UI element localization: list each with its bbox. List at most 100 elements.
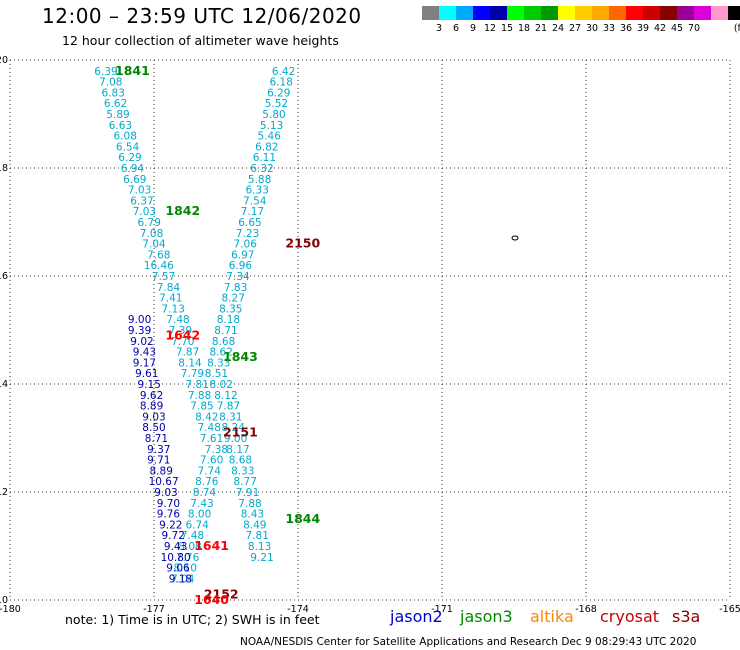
swh-value: 5.80 [262,109,285,121]
pass-time-label: 1640 [194,592,229,607]
swh-value: 9.03 [154,487,177,499]
swh-value: 9.17 [133,357,156,369]
swh-value: 9.06 [166,563,190,575]
swh-value: 7.79 [181,368,204,380]
swh-value: 7.41 [159,293,182,305]
scale-label: 9 [469,23,477,34]
swh-value: 8.12 [214,390,237,402]
chart-title: 12:00 – 23:59 UTC 12/06/2020 [42,4,362,28]
scale-label: 39 [636,23,650,34]
pass-time-label: 1642 [165,327,200,342]
swh-value: 7.88 [188,390,211,402]
swh-value: 8.71 [214,325,237,337]
scale-swatch [643,6,660,20]
swh-value: 9.03 [142,411,165,423]
swh-value: 7.04 [142,239,166,251]
swh-value: 8.77 [234,476,257,488]
scale-swatch [592,6,609,20]
swh-value: 7.68 [147,249,170,261]
scale-label: 45 [670,23,684,34]
scale-swatch [660,6,677,20]
swh-value: 6.54 [116,141,140,153]
scale-swatch [711,6,728,20]
scale-swatch [541,6,558,20]
swh-value: 6.32 [250,163,273,175]
swh-value: 8.18 [217,314,240,326]
swh-value: 7.87 [176,347,199,359]
scale-swatch [439,6,456,20]
swh-value: 7.08 [140,228,163,240]
pass-time-label: 2151 [223,425,258,440]
swh-value: 8.50 [142,422,165,434]
swh-value: 7.70 [171,336,194,348]
swh-value: 7.38 [205,444,228,456]
scale-swatch [626,6,643,20]
swh-value: 7.61 [200,433,223,445]
pass-time-label: 1843 [223,349,258,364]
scale-label: 12 [483,23,497,34]
y-tick-label: 10 [0,595,8,606]
swh-value: 8.08 [178,541,201,553]
swh-value: 9.72 [162,530,185,542]
pass-time-label: 1844 [285,511,320,526]
swh-value: 7.17 [241,206,264,218]
swh-value: 8.68 [229,455,252,467]
swh-value: 6.82 [255,141,278,153]
swh-value: 8.14 [178,357,202,369]
swh-value: 7.08 [99,77,122,89]
swh-value: 8.43 [241,509,264,521]
swh-value: 9.43 [164,541,187,553]
swh-value: 10.67 [149,476,179,488]
swh-value: 5.13 [260,120,283,132]
scale-swatch [728,6,740,20]
swh-value: 7.39 [169,325,192,337]
swh-value: 8.31 [219,411,242,423]
swh-value: 6.74 [186,519,210,531]
scale-label: 30 [585,23,599,34]
y-tick-label: 18 [0,163,8,174]
swh-value: 8.24 [222,422,246,434]
scale-label: 27 [568,23,582,34]
footnote: note: 1) Time is in UTC; 2) SWH is in fe… [65,612,320,627]
swh-value: 7.48 [166,314,189,326]
swh-value: 5.89 [106,109,129,121]
swh-value: 9.70 [157,498,180,510]
swh-value: 9.22 [159,519,182,531]
x-tick-label: -168 [575,604,597,615]
scale-label: 33 [602,23,616,34]
swh-value: 6.69 [123,174,146,186]
scale-label: 36 [619,23,633,34]
swh-value: 6.39 [94,66,117,78]
swh-value: 8.27 [222,293,245,305]
swh-value: 6.79 [138,217,161,229]
swh-value: 8.71 [145,433,168,445]
scale-swatch [473,6,490,20]
scale-label: 42 [653,23,667,34]
swh-value: 7.43 [190,498,213,510]
swh-value: 7.03 [133,206,156,218]
swh-value: 6.94 [121,163,145,175]
swh-value: 7.87 [217,401,240,413]
x-tick-label: -177 [143,604,165,615]
swh-value: 7.74 [198,465,222,477]
swh-value: 7.54 [243,195,267,207]
swh-value: 6.18 [270,77,293,89]
swh-value: 8.89 [140,401,163,413]
swh-value: 8.68 [212,336,235,348]
mission-label-jason3: jason3 [460,607,513,626]
pass-time-label: 1842 [165,203,200,218]
pass-time-label: 2152 [204,587,239,602]
pass-time-label: 1841 [115,63,150,78]
swh-value: 5.46 [258,131,282,143]
swh-value: 7.91 [236,487,259,499]
swh-value: 7.81 [186,379,209,391]
scale-swatch [456,6,473,20]
scale-label: 6 [452,23,460,34]
y-tick-label: 14 [0,379,8,390]
swh-value: 6.83 [102,87,125,99]
swh-value: 7.34 [226,271,250,283]
swh-value: 9.15 [138,379,161,391]
scale-label: 24 [551,23,565,34]
mission-label-s3a: s3a [672,607,701,626]
